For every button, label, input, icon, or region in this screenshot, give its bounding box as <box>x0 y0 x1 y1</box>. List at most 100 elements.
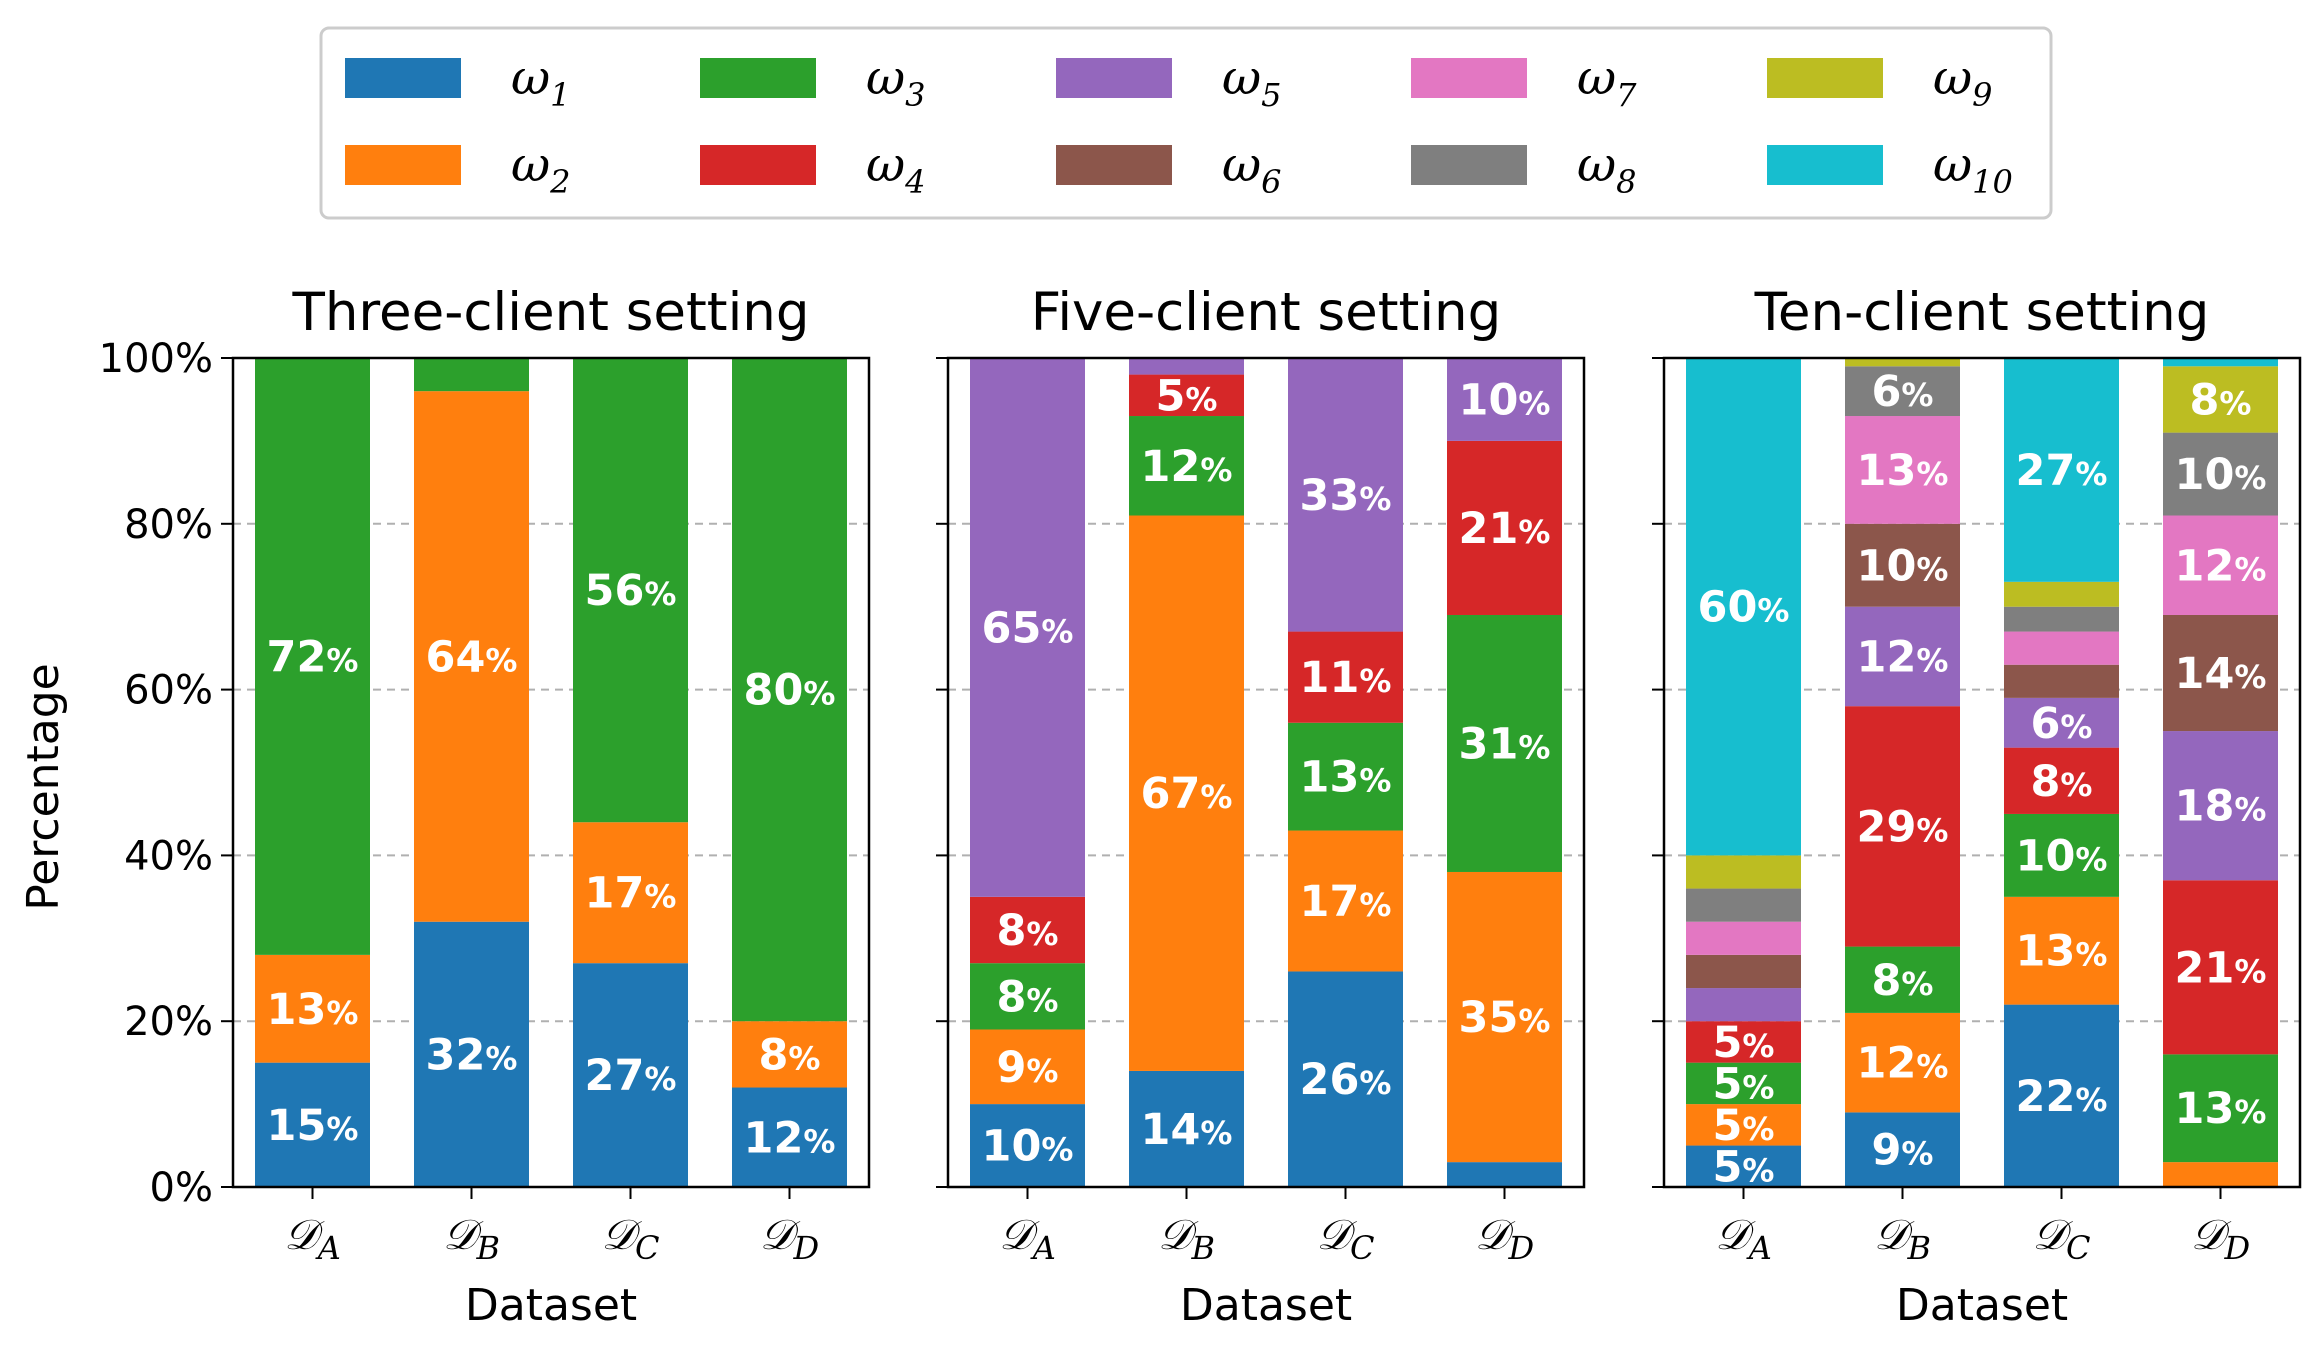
bar-segment-w7 <box>1845 416 1960 524</box>
bar-segment-w3 <box>2163 1054 2278 1163</box>
legend-subscript: 5 <box>1261 76 1281 114</box>
bar-4: 13%21%18%14%12%10%8% <box>2163 358 2278 1187</box>
bar-value-suffix: % <box>644 575 676 613</box>
x-tick-label: 𝒟D <box>1475 1210 1534 1267</box>
bar-segment-w9 <box>2163 366 2278 433</box>
y-tick-label: 0% <box>150 1165 213 1211</box>
bar-value-suffix: % <box>1026 981 1058 1019</box>
bar-segment-w3 <box>573 358 688 823</box>
bar-segment-w9 <box>1845 358 1960 367</box>
bar-value-suffix: % <box>326 994 358 1032</box>
bar-value-number: 5 <box>1713 1059 1743 1109</box>
bar-value-suffix: % <box>1041 612 1073 650</box>
legend-subscript: 1 <box>550 76 570 114</box>
x-tick-subscript: D <box>2223 1229 2250 1267</box>
bar-segment-w10 <box>2004 358 2119 582</box>
bar-segment-w7 <box>2004 631 2119 665</box>
bar-value-suffix: % <box>644 878 676 916</box>
bar-value-number: 72 <box>267 632 327 682</box>
x-axis-label: Dataset <box>465 1280 637 1331</box>
x-tick-label: 𝒟B <box>1874 1210 1931 1267</box>
bar-value-suffix: % <box>1359 886 1391 924</box>
x-tick-subscript: B <box>1191 1229 1216 1267</box>
bar-value-label: 5% <box>1713 1101 1775 1151</box>
bar-value-label: 9% <box>1872 1126 1934 1176</box>
bar-value-suffix: % <box>1518 728 1550 766</box>
bar-value-suffix: % <box>2060 766 2092 804</box>
bar-segment-w6 <box>2163 614 2278 732</box>
bar-segment-w10 <box>2163 358 2278 367</box>
bar-segment-w7 <box>1686 921 1801 955</box>
bar-segment-w4 <box>970 896 1085 964</box>
bar-3: 27%17%56% <box>573 358 688 1187</box>
bar-segment-w3 <box>255 358 370 955</box>
bar-value-number: 8 <box>2031 757 2061 807</box>
bar-value-suffix: % <box>2060 708 2092 746</box>
panel-2: 10%9%8%8%65%𝒟A14%67%12%5%𝒟B26%17%13%11%3… <box>936 282 1586 1331</box>
bar-segment-w2 <box>1686 1104 1801 1146</box>
bar-value-label: 12% <box>1141 442 1233 492</box>
legend-swatch-w4 <box>700 145 816 185</box>
bar-value-suffix: % <box>2234 658 2266 696</box>
bar-value-suffix: % <box>1518 384 1550 422</box>
bar-segment-w9 <box>1686 855 1801 889</box>
x-tick-label: 𝒟C <box>2032 1210 2090 1267</box>
bar-value-suffix: % <box>2234 791 2266 829</box>
bar-value-suffix: % <box>326 1110 358 1148</box>
bar-value-label: 67% <box>1141 769 1233 819</box>
x-tick-subscript: A <box>1746 1229 1772 1267</box>
bar-segment-w4 <box>1686 1021 1801 1063</box>
bar-segment-w4 <box>1845 706 1960 947</box>
bar-segment-w3 <box>1845 946 1960 1013</box>
legend-symbol: ω <box>1222 137 1261 193</box>
panel-title: Ten-client setting <box>1754 282 2210 343</box>
bar-value-number: 14 <box>2175 649 2235 699</box>
bar-value-label: 13% <box>1857 446 1949 496</box>
bar-value-number: 6 <box>2031 699 2061 749</box>
legend-label-w8: ω8 <box>1577 137 1637 201</box>
bar-segment-w1 <box>1129 1070 1244 1187</box>
bar-value-label: 8% <box>997 972 1059 1022</box>
bar-value-suffix: % <box>1742 1151 1774 1189</box>
bar-value-number: 64 <box>426 632 486 682</box>
bar-value-label: 56% <box>585 566 677 616</box>
bar-value-number: 56 <box>585 566 645 616</box>
bar-segment-w1 <box>255 1062 370 1187</box>
bar-1: 5%5%5%5%60% <box>1686 358 1801 1192</box>
bar-value-number: 21 <box>1459 504 1519 554</box>
bar-value-number: 6 <box>1872 367 1902 417</box>
bar-value-label: 6% <box>1872 367 1934 417</box>
bar-value-number: 12 <box>2175 541 2235 591</box>
axes-frame <box>1662 356 2302 1189</box>
x-tick-label: 𝒟D <box>760 1210 819 1267</box>
panel-3: 5%5%5%5%60%𝒟A9%12%8%29%12%10%13%6%𝒟B22%1… <box>1652 282 2302 1331</box>
legend-swatch-w6 <box>1056 145 1172 185</box>
bar-segment-w5 <box>1447 358 1562 441</box>
x-tick-label: 𝒟A <box>999 1210 1056 1267</box>
bar-value-number: 21 <box>2175 943 2235 993</box>
legend-symbol: ω <box>1222 50 1261 106</box>
bar-value-suffix: % <box>1742 1068 1774 1106</box>
bar-segment-w5 <box>2004 697 2119 748</box>
bar-value-number: 13 <box>267 985 327 1035</box>
bar-4: 12%8%80% <box>732 358 847 1187</box>
bar-value-suffix: % <box>1026 915 1058 953</box>
bar-value-suffix: % <box>1200 778 1232 816</box>
bar-value-label: 80% <box>744 666 836 716</box>
bar-value-number: 8 <box>997 972 1027 1022</box>
bar-value-suffix: % <box>1916 1048 1948 1086</box>
bar-value-number: 10 <box>982 1122 1042 1172</box>
bar-segment-w8 <box>1686 888 1801 922</box>
bar-value-suffix: % <box>1359 662 1391 700</box>
bar-value-number: 22 <box>2016 1072 2076 1122</box>
bar-2: 14%67%12%5% <box>1129 358 1244 1187</box>
bar-value-suffix: % <box>1041 1131 1073 1169</box>
bar-value-label: 29% <box>1857 802 1949 852</box>
x-tick-subscript: D <box>792 1229 819 1267</box>
bar-value-suffix: % <box>485 641 517 679</box>
y-tick-label: 100% <box>99 336 213 382</box>
x-tick-label: 𝒟A <box>284 1210 341 1267</box>
bar-value-suffix: % <box>1026 1052 1058 1090</box>
bar-value-label: 13% <box>2016 927 2108 977</box>
